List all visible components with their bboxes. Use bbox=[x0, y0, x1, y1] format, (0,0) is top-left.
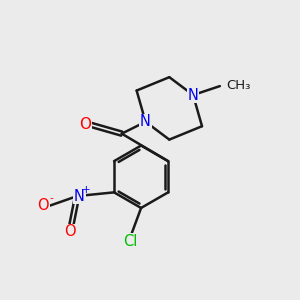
Text: -: - bbox=[49, 193, 53, 203]
Text: CH₃: CH₃ bbox=[226, 79, 251, 92]
Text: +: + bbox=[82, 184, 91, 194]
Text: Cl: Cl bbox=[124, 234, 138, 249]
Text: O: O bbox=[64, 224, 76, 239]
Text: O: O bbox=[37, 198, 49, 213]
Text: N: N bbox=[140, 114, 151, 129]
Text: O: O bbox=[79, 117, 91, 132]
Text: N: N bbox=[188, 88, 199, 103]
Text: N: N bbox=[74, 189, 85, 204]
